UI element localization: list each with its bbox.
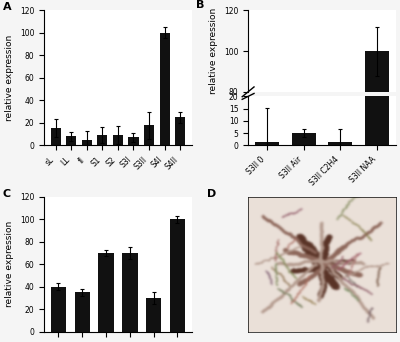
Bar — [51, 287, 66, 332]
Bar — [160, 33, 170, 145]
Bar — [255, 252, 279, 255]
Bar — [128, 137, 138, 145]
Bar — [113, 135, 123, 145]
Bar — [66, 136, 76, 145]
Bar — [175, 117, 185, 145]
Y-axis label: relative expression: relative expression — [209, 8, 218, 94]
Bar — [365, 0, 389, 145]
Bar — [97, 135, 108, 145]
Text: A: A — [2, 2, 11, 12]
Bar — [74, 292, 90, 332]
Y-axis label: relative expression: relative expression — [5, 35, 14, 121]
Bar — [82, 140, 92, 145]
Bar — [51, 129, 61, 145]
Bar — [328, 252, 352, 255]
Bar — [292, 133, 316, 145]
Text: C: C — [2, 188, 11, 199]
Bar — [328, 142, 352, 145]
Bar — [292, 245, 316, 255]
Bar — [122, 253, 138, 332]
Bar — [144, 125, 154, 145]
Text: D: D — [207, 188, 216, 199]
Bar — [255, 142, 279, 145]
Bar — [146, 298, 161, 332]
Bar — [170, 219, 185, 332]
Text: B: B — [196, 0, 205, 11]
Bar — [98, 253, 114, 332]
Bar — [365, 51, 389, 255]
Y-axis label: relative expression: relative expression — [5, 221, 14, 307]
